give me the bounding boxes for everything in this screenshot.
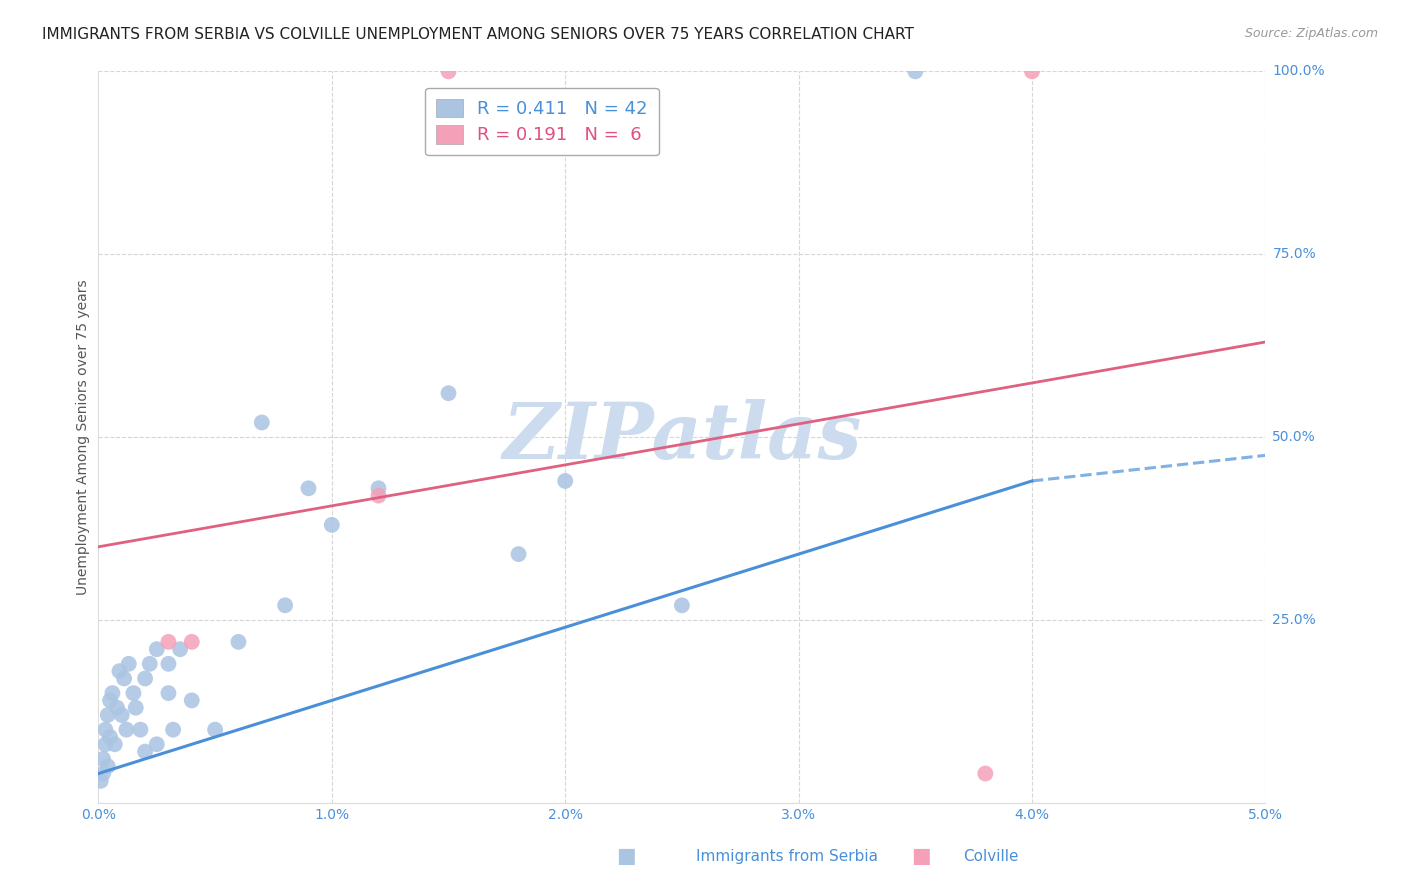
- Point: [91, 752, 114, 766]
- Point: [146, 737, 169, 751]
- Point: [437, 386, 460, 401]
- Point: [111, 708, 134, 723]
- Point: [904, 64, 927, 78]
- Point: [146, 642, 169, 657]
- Point: [98, 693, 121, 707]
- Text: Colville: Colville: [963, 849, 1018, 863]
- Point: [118, 657, 141, 671]
- Point: [129, 723, 152, 737]
- Point: [974, 766, 997, 780]
- Point: [321, 517, 343, 532]
- Point: [554, 474, 576, 488]
- Point: [97, 708, 120, 723]
- Point: [104, 737, 127, 751]
- Point: [157, 657, 180, 671]
- Point: [228, 635, 250, 649]
- Point: [97, 759, 120, 773]
- Point: [157, 635, 180, 649]
- Text: ■: ■: [616, 847, 636, 866]
- Point: [98, 730, 121, 744]
- Y-axis label: Unemployment Among Seniors over 75 years: Unemployment Among Seniors over 75 years: [76, 279, 90, 595]
- Text: 25.0%: 25.0%: [1272, 613, 1316, 627]
- Point: [367, 481, 389, 495]
- Point: [122, 686, 145, 700]
- Point: [115, 723, 138, 737]
- Text: ZIPatlas: ZIPatlas: [502, 399, 862, 475]
- Point: [250, 416, 273, 430]
- Point: [139, 657, 162, 671]
- Point: [91, 766, 114, 780]
- Point: [367, 489, 389, 503]
- Point: [157, 686, 180, 700]
- Point: [162, 723, 184, 737]
- Point: [169, 642, 191, 657]
- Point: [112, 672, 135, 686]
- Legend: R = 0.411   N = 42, R = 0.191   N =  6: R = 0.411 N = 42, R = 0.191 N = 6: [425, 87, 659, 155]
- Point: [297, 481, 319, 495]
- Point: [274, 599, 297, 613]
- Point: [204, 723, 226, 737]
- Point: [94, 723, 117, 737]
- Text: Immigrants from Serbia: Immigrants from Serbia: [696, 849, 877, 863]
- Point: [101, 686, 124, 700]
- Point: [94, 737, 117, 751]
- Point: [134, 745, 156, 759]
- Point: [437, 64, 460, 78]
- Point: [508, 547, 530, 561]
- Point: [180, 635, 202, 649]
- Point: [671, 599, 693, 613]
- Text: Source: ZipAtlas.com: Source: ZipAtlas.com: [1244, 27, 1378, 40]
- Text: IMMIGRANTS FROM SERBIA VS COLVILLE UNEMPLOYMENT AMONG SENIORS OVER 75 YEARS CORR: IMMIGRANTS FROM SERBIA VS COLVILLE UNEMP…: [42, 27, 914, 42]
- Text: 100.0%: 100.0%: [1272, 64, 1324, 78]
- Point: [108, 664, 131, 678]
- Point: [1021, 64, 1043, 78]
- Text: 75.0%: 75.0%: [1272, 247, 1316, 261]
- Point: [125, 700, 148, 714]
- Point: [134, 672, 156, 686]
- Text: ■: ■: [911, 847, 931, 866]
- Point: [90, 773, 112, 788]
- Point: [105, 700, 128, 714]
- Text: 50.0%: 50.0%: [1272, 430, 1316, 444]
- Point: [180, 693, 202, 707]
